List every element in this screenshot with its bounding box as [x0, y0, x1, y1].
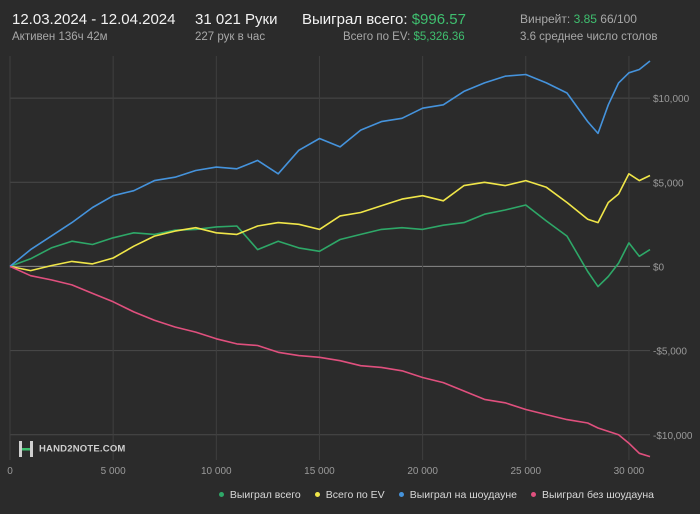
x-tick-label: 10 000 [201, 466, 232, 477]
average-tables: 3.6 среднее число столов [520, 31, 658, 43]
legend-label: Выиграл всего [229, 489, 301, 501]
legend-dot-icon [314, 491, 320, 497]
hands-count: 31 021 Руки [195, 11, 278, 28]
x-tick-label: 25 000 [510, 466, 541, 477]
total-won-value: $996.57 [411, 11, 466, 28]
total-ev-label: Всего по EV: [343, 31, 411, 43]
winrate-value: 3.85 [573, 12, 597, 26]
legend-item-4[interactable]: Выиграл без шоудауна [531, 489, 654, 501]
y-tick-label: -$5,000 [653, 347, 687, 358]
plot-area [10, 56, 650, 460]
x-tick-label: 30 000 [614, 466, 645, 477]
winrate: Винрейт: 3.85 66/100 [520, 12, 637, 26]
legend-item-1[interactable]: Выиграл всего [218, 489, 301, 501]
y-tick-label: -$10,000 [653, 431, 693, 442]
legend-label: Всего по EV [325, 489, 385, 501]
series-line-2 [9, 173, 651, 272]
total-ev: Всего по EV: $5,326.36 [343, 31, 465, 43]
legend-label: Выиграл на шоудауне [409, 489, 517, 501]
x-tick-label: 20 000 [407, 466, 438, 477]
hand2note-logo-text: HAND2NOTE.COM [39, 443, 126, 455]
legend-dot-icon [398, 491, 404, 497]
legend-dot-icon [218, 491, 224, 497]
date-range: 12.03.2024 - 12.04.2024 [12, 11, 176, 28]
active-time: Активен 136ч 42м [12, 31, 108, 43]
legend-label: Выиграл без шоудауна [542, 489, 654, 501]
hands-per-hour: 227 рук в час [195, 31, 266, 43]
y-tick-label: $5,000 [653, 178, 684, 189]
x-tick-label: 5 000 [101, 466, 126, 477]
legend-dot-icon [531, 491, 536, 497]
x-tick-label: 0 [7, 466, 13, 477]
chart-legend: Выиграл всего Всего по EV Выиграл на шоуда… [205, 489, 654, 501]
series-line-3 [9, 60, 651, 268]
winrate-label: Винрейт: [520, 12, 571, 26]
total-won: Выиграл всего: $996.57 [302, 11, 466, 28]
y-tick-label: $0 [653, 262, 665, 273]
total-won-label: Выиграл всего: [302, 11, 408, 28]
x-tick-label: 15 000 [304, 466, 335, 477]
hand2note-logo: HAND2NOTE.COM [19, 441, 126, 457]
series-line-1 [9, 204, 651, 288]
total-ev-value: $5,326.36 [413, 31, 465, 43]
legend-item-3[interactable]: Выиграл на шоудауне [398, 489, 517, 501]
winrate-unit: 66/100 [600, 12, 637, 26]
y-tick-label: $10,000 [653, 94, 690, 105]
hand2note-logo-icon [19, 441, 33, 457]
series-line-4 [9, 265, 651, 458]
legend-item-2[interactable]: Всего по EV [314, 489, 385, 501]
